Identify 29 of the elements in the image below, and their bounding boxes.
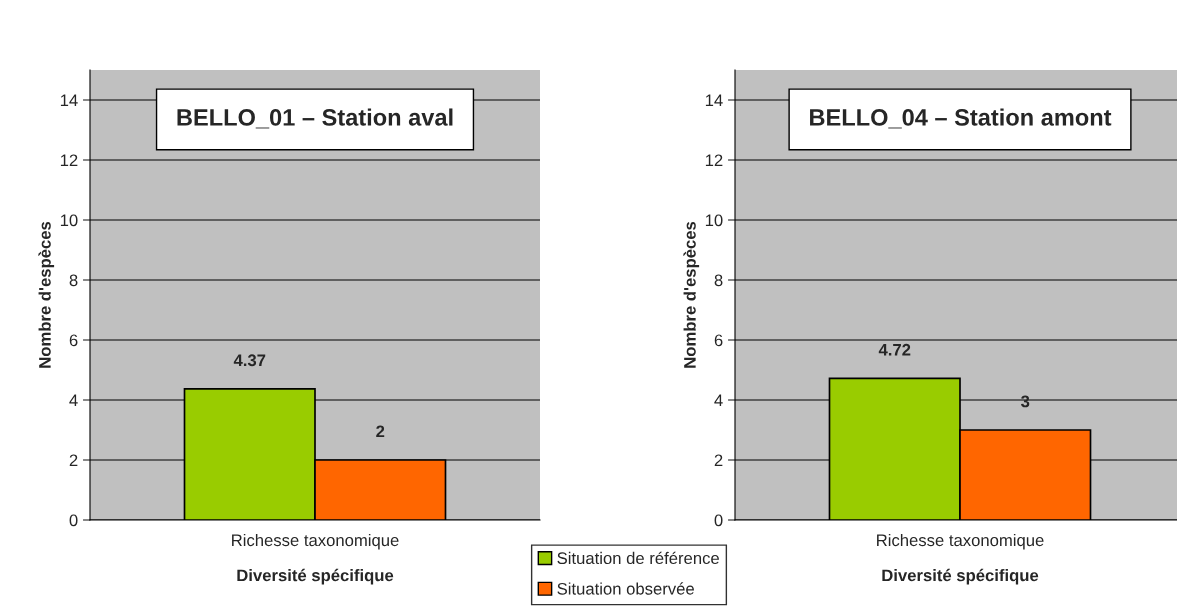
y-tick-label: 0	[69, 514, 78, 527]
data-label: 2	[376, 425, 385, 438]
y-tick-label: 14	[60, 94, 78, 107]
y-tick-label: 12	[705, 154, 723, 167]
x-axis-title: Diversité spécifique	[882, 568, 1039, 585]
y-tick-label: 6	[69, 334, 78, 347]
y-tick-label: 12	[60, 154, 78, 167]
text: BELLO_01 – Station aval	[177, 108, 453, 129]
x-tick-label: Richesse taxonomique	[877, 533, 1044, 550]
y-axis-title: Nombre d'espèces	[38, 221, 55, 368]
data-label: 4.37	[233, 354, 266, 367]
y-tick-label: 2	[69, 454, 78, 467]
y-tick-label: 0	[714, 514, 723, 527]
legend-label: Situation de référence	[557, 551, 719, 565]
y-axis-title: Nombre d'espèces	[683, 221, 700, 368]
y-tick-label: 4	[714, 394, 723, 407]
y-tick-label: 14	[705, 94, 723, 107]
y-tick-label: 8	[69, 274, 78, 287]
y-tick-label: 10	[705, 214, 723, 227]
y-tick-label: 8	[714, 274, 723, 287]
data-label: 4.72	[878, 343, 911, 356]
text: BELLO_04 – Station amont	[810, 108, 1112, 129]
x-axis-title: Diversité spécifique	[237, 568, 394, 585]
y-tick-label: 10	[60, 214, 78, 227]
y-tick-label: 6	[714, 334, 723, 347]
y-tick-label: 4	[69, 394, 78, 407]
legend-label: Situation observée	[557, 582, 694, 595]
y-tick-label: 2	[714, 454, 723, 467]
x-tick-label: Richesse taxonomique	[232, 533, 399, 550]
